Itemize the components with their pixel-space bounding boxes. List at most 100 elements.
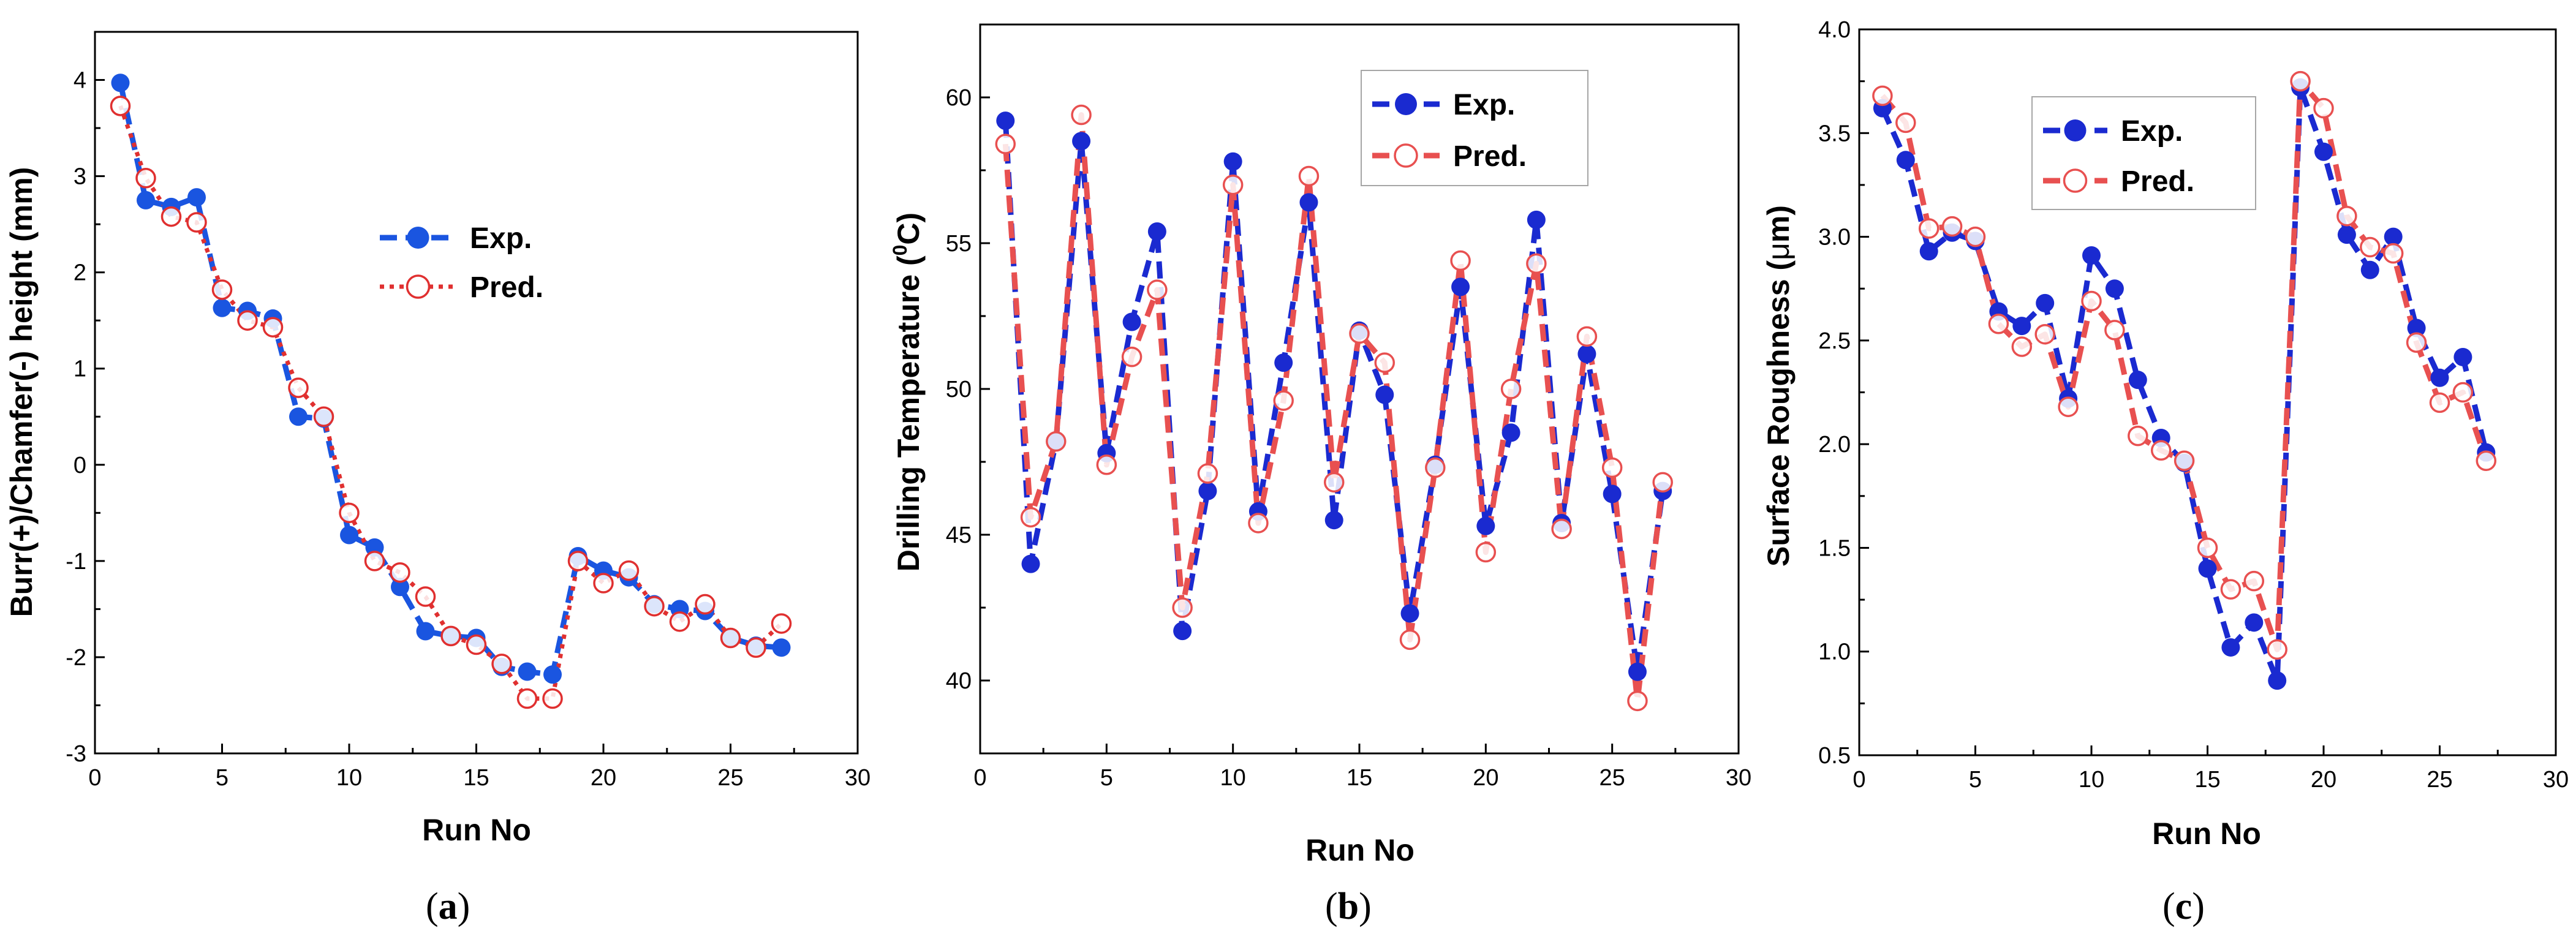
legend: Exp. Pred.: [380, 222, 543, 304]
data-point-exp: [137, 190, 155, 209]
x-tick-label: 20: [1473, 765, 1498, 791]
data-point-pred: [1147, 279, 1168, 300]
y-tick-label: 45: [946, 522, 972, 548]
data-point-exp: [1577, 344, 1596, 363]
data-point-pred: [2360, 236, 2381, 258]
caption-letter: a: [439, 886, 458, 927]
data-point-exp: [2221, 638, 2240, 657]
x-tick-label: 10: [336, 765, 362, 791]
data-point-exp: [1603, 485, 1622, 503]
data-point-pred: [1020, 507, 1041, 528]
data-point-pred: [2313, 97, 2334, 119]
data-point-exp: [518, 662, 537, 681]
caption-open: (: [1325, 886, 1338, 927]
y-tick-label: 40: [946, 668, 972, 694]
data-point-pred: [2104, 320, 2125, 341]
data-point-pred: [1652, 472, 1673, 493]
x-tick-label: 15: [1347, 765, 1372, 791]
data-point-pred: [2429, 392, 2450, 413]
y-axis-title-superscript: 0: [889, 245, 911, 256]
legend-marker-pred: [1394, 143, 1418, 168]
data-point-exp: [2453, 347, 2472, 366]
legend-label-pred: Pred.: [2121, 165, 2194, 198]
data-point-exp: [1451, 277, 1470, 296]
y-tick-label: 2.0: [1818, 432, 1851, 458]
x-axis-title: Run No: [2152, 816, 2261, 851]
data-point-pred: [1500, 379, 1522, 399]
data-point-pred: [1323, 472, 1345, 493]
data-point-pred: [1425, 457, 1446, 478]
y-axis-title: Surface Roughness (μm): [1761, 205, 1796, 567]
data-point-pred: [1096, 454, 1117, 475]
data-point-pred: [1273, 390, 1294, 411]
x-tick-label: 15: [2194, 767, 2220, 793]
x-tick-label: 30: [1726, 765, 1751, 791]
data-point-pred: [2174, 450, 2195, 471]
data-point-pred: [771, 613, 792, 634]
y-tick-label: 50: [946, 377, 972, 402]
x-tick-label: 25: [1600, 765, 1625, 791]
data-point-pred: [161, 206, 182, 227]
data-point-pred: [644, 595, 665, 617]
x-axis-title: Run No: [1305, 833, 1415, 867]
legend-label-exp: Exp.: [470, 222, 532, 255]
data-point-pred: [1627, 690, 1648, 712]
data-point-pred: [2452, 382, 2474, 403]
y-tick-label: 2.5: [1818, 328, 1851, 354]
data-point-exp: [2245, 613, 2264, 632]
legend-label-exp: Exp.: [2121, 115, 2183, 148]
data-point-pred: [1918, 218, 1940, 239]
data-point-pred: [2034, 323, 2055, 345]
data-point-pred: [1895, 112, 1916, 134]
data-point-pred: [1551, 518, 1572, 540]
data-point-exp: [2384, 227, 2403, 246]
y-tick-label: 3.0: [1818, 225, 1851, 251]
data-point-exp: [2036, 293, 2055, 312]
data-point-exp: [996, 111, 1015, 130]
y-axis-title: Drilling Temperature (0C): [889, 213, 926, 571]
data-point-exp: [2407, 319, 2426, 338]
data-point-pred: [669, 611, 690, 632]
data-point-exp: [1274, 353, 1293, 372]
data-point-exp: [1122, 312, 1141, 331]
data-point-pred: [2128, 425, 2148, 447]
y-tick-label: 3: [74, 164, 86, 190]
caption-open: (: [2162, 886, 2175, 927]
data-point-exp: [1021, 554, 1040, 573]
data-point-pred: [1222, 175, 1244, 195]
data-point-pred: [1965, 226, 1986, 247]
data-point-exp: [772, 638, 791, 657]
data-point-pred: [2406, 332, 2427, 353]
data-point-pred: [516, 688, 538, 709]
data-point-exp: [340, 526, 358, 545]
data-point-pred: [2150, 440, 2172, 461]
data-point-pred: [466, 634, 487, 655]
data-point-pred: [695, 594, 716, 615]
legend-marker-pred: [406, 274, 431, 299]
data-point-exp: [1375, 385, 1394, 404]
legend-marker-pred: [2063, 168, 2088, 193]
data-point-pred: [1046, 431, 1067, 452]
legend-box: [1361, 70, 1588, 186]
x-tick-label: 0: [973, 765, 986, 791]
x-tick-label: 5: [1100, 765, 1113, 791]
plot-area: [110, 74, 792, 709]
data-point-exp: [213, 298, 232, 317]
panel-caption: (b): [1325, 886, 1372, 927]
plot-frame: [979, 23, 1740, 755]
caption-open: (: [426, 886, 439, 927]
data-point-pred: [491, 654, 512, 674]
y-tick-label: 2: [74, 260, 86, 286]
series-line-exp: [118, 82, 782, 677]
data-point-exp: [1223, 152, 1242, 171]
data-point-pred: [1450, 250, 1471, 271]
data-point-pred: [2382, 243, 2404, 264]
data-point-pred: [1071, 104, 1092, 126]
plot-frame: [1858, 28, 2557, 756]
data-point-exp: [2198, 559, 2217, 578]
data-point-exp: [1400, 604, 1419, 623]
data-point-pred: [313, 406, 334, 428]
data-point-pred: [2290, 70, 2311, 92]
data-point-pred: [2267, 639, 2287, 660]
data-point-pred: [1941, 216, 1963, 237]
